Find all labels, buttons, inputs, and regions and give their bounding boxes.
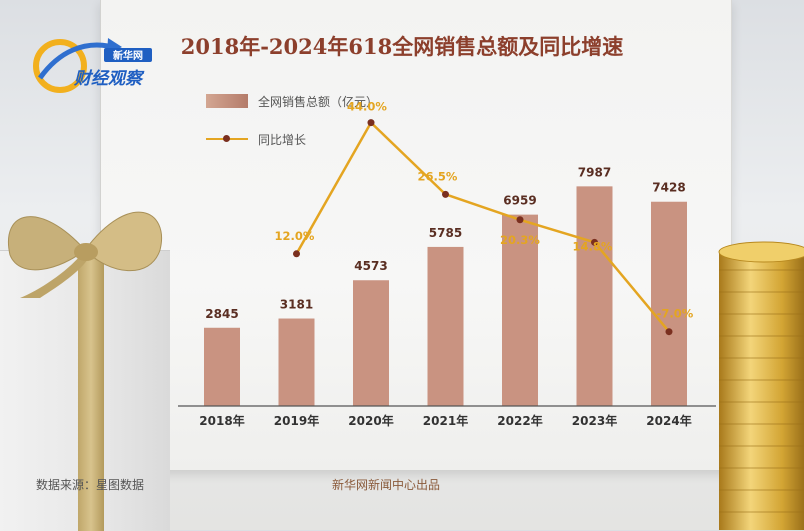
x-tick-label: 2021年 — [423, 413, 468, 428]
bar — [204, 327, 240, 406]
x-tick-label: 2023年 — [572, 413, 617, 428]
gift-ribbon — [78, 251, 104, 531]
growth-marker — [367, 119, 375, 127]
bar — [502, 214, 538, 406]
bar-value-label: 6959 — [503, 194, 536, 208]
bar-value-label: 4573 — [354, 259, 387, 273]
bar — [278, 318, 315, 406]
growth-value-label: 14.8% — [573, 239, 613, 253]
x-tick-label: 2022年 — [497, 413, 542, 428]
growth-value-label: 44.0% — [347, 100, 387, 114]
legend: 全网销售总额（亿元） 同比增长 — [206, 90, 378, 150]
credit: 新华网新闻中心出品 — [332, 478, 441, 492]
bar-value-label: 2845 — [205, 307, 238, 321]
gold-coins-decoration — [718, 241, 804, 530]
growth-value-label: 20.3% — [500, 233, 540, 247]
page-title: 2018年-2024年618全网销售总额及同比增速 — [180, 34, 624, 59]
bar — [353, 280, 389, 406]
growth-marker — [665, 328, 673, 336]
growth-value-label: 26.5% — [418, 169, 458, 183]
data-source: 数据来源：星图数据 — [36, 478, 145, 492]
legend-item-line: 同比增长 — [206, 128, 378, 150]
bar — [651, 201, 687, 406]
x-tick-label: 2019年 — [274, 413, 319, 428]
bar-value-label: 3181 — [280, 298, 313, 312]
bar — [576, 186, 613, 406]
growth-marker — [591, 238, 598, 246]
logo-text: 财经观察 — [73, 69, 145, 89]
legend-line-swatch — [206, 132, 248, 146]
logo: 新华网 财经观察 — [33, 38, 152, 93]
x-tick-label: 2020年 — [348, 413, 393, 428]
x-tick-label: 2024年 — [646, 413, 691, 428]
bar — [427, 246, 464, 406]
x-tick-label: 2018年 — [199, 413, 244, 428]
growth-value-label: 12.0% — [275, 229, 315, 243]
legend-line-label: 同比增长 — [258, 132, 307, 147]
bar-value-label: 7428 — [652, 181, 685, 195]
growth-line — [295, 121, 670, 333]
legend-bar-label: 全网销售总额（亿元） — [258, 94, 379, 109]
legend-bar-swatch — [206, 94, 248, 108]
growth-marker — [293, 250, 300, 258]
bar-value-label: 5785 — [429, 226, 462, 240]
logo-badge: 新华网 — [113, 49, 143, 62]
bar-value-label: 7987 — [578, 165, 611, 179]
legend-item-bar: 全网销售总额（亿元） — [206, 90, 378, 112]
growth-value-label: -7.0% — [657, 307, 694, 321]
growth-marker — [442, 190, 449, 198]
growth-marker — [516, 216, 524, 224]
gift-bow-decoration — [8, 211, 162, 298]
